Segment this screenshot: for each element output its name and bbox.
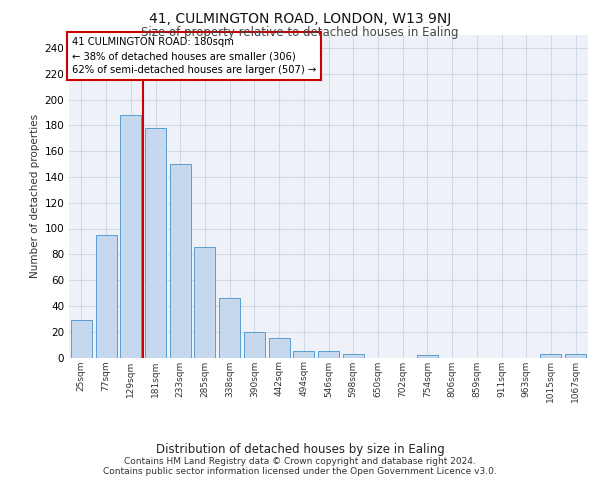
Text: Size of property relative to detached houses in Ealing: Size of property relative to detached ho…	[141, 26, 459, 39]
Bar	[269, 338, 290, 357]
Bar	[417, 355, 438, 358]
Text: 41 CULMINGTON ROAD: 180sqm
← 38% of detached houses are smaller (306)
62% of sem: 41 CULMINGTON ROAD: 180sqm ← 38% of deta…	[71, 36, 316, 76]
Bar	[318, 351, 339, 358]
Text: Distribution of detached houses by size in Ealing: Distribution of detached houses by size …	[155, 442, 445, 456]
Bar	[95, 235, 116, 358]
Text: Contains HM Land Registry data © Crown copyright and database right 2024.: Contains HM Land Registry data © Crown c…	[124, 458, 476, 466]
Bar	[120, 115, 141, 358]
Bar	[71, 320, 92, 358]
Y-axis label: Number of detached properties: Number of detached properties	[30, 114, 40, 278]
Bar	[194, 246, 215, 358]
Bar	[343, 354, 364, 358]
Text: 41, CULMINGTON ROAD, LONDON, W13 9NJ: 41, CULMINGTON ROAD, LONDON, W13 9NJ	[149, 12, 451, 26]
Bar	[293, 351, 314, 358]
Bar	[244, 332, 265, 357]
Text: Contains public sector information licensed under the Open Government Licence v3: Contains public sector information licen…	[103, 468, 497, 476]
Bar	[541, 354, 562, 358]
Bar	[565, 354, 586, 358]
Bar	[219, 298, 240, 358]
Bar	[170, 164, 191, 358]
Bar	[145, 128, 166, 358]
